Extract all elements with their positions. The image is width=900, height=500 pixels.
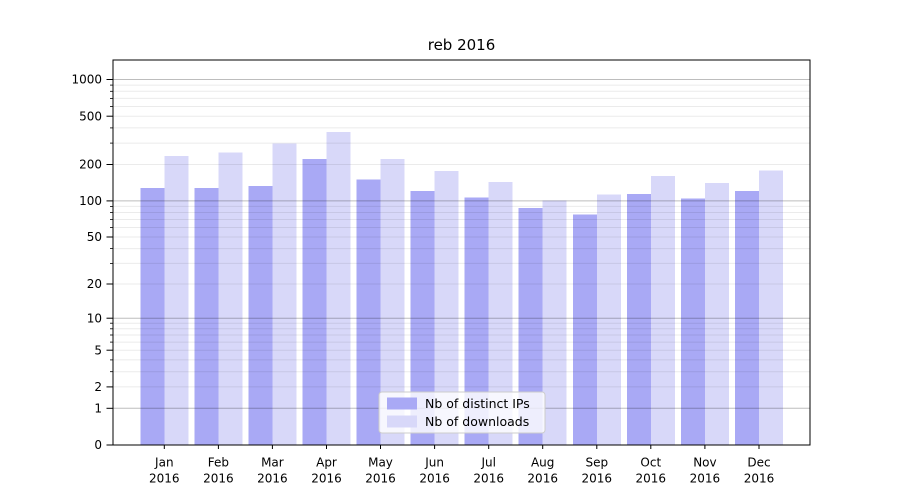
bar-may-distinct-ips [356,179,381,445]
y-tick-label: 10 [87,311,102,325]
y-tick-label: 20 [87,277,102,291]
grid-layer [113,79,810,409]
bar-jan-downloads [164,155,189,446]
x-tick-label-year: 2016 [419,472,450,486]
x-tick-label-month: Mar [261,456,284,470]
y-tick-label: 200 [79,158,102,172]
tick-labels-layer: 0 1 2 5 10 20 50 100 200 500 1000 Jan 2016 Feb 2016 Mar… [71,73,774,486]
x-tick-label-month: Dec [747,456,770,470]
bar-mar-distinct-ips [248,185,273,445]
y-tick-label: 500 [79,109,102,123]
axes-layer [106,59,811,449]
plot-border [112,59,811,446]
x-tick-label-month: Aug [531,456,554,470]
y-tick-label: 1000 [71,73,102,87]
bar-sep-distinct-ips [572,214,597,445]
bar-oct-downloads [650,175,675,445]
x-tick-label-year: 2016 [311,472,342,486]
bar-nov-distinct-ips [680,198,705,445]
y-tick-label: 5 [94,343,102,357]
bar-dec-downloads [759,170,783,445]
bar-apr-downloads [326,132,351,445]
y-tick-label: 2 [94,380,102,394]
bar-apr-distinct-ips [302,159,327,445]
bar-aug-downloads [542,200,567,445]
x-tick-label-year: 2016 [690,472,721,486]
bar-sep-downloads [596,194,621,445]
x-tick-label-month: May [368,456,393,470]
bar-jan-distinct-ips [140,187,165,445]
x-tick-label-year: 2016 [257,472,288,486]
x-tick-label-month: Jun [424,456,444,470]
x-tick-label-year: 2016 [203,472,234,486]
legend-box [378,391,546,434]
x-tick-label-month: Nov [693,456,716,470]
bar-feb-distinct-ips [194,187,219,445]
y-tick-label: 0 [94,438,102,452]
x-tick-label-month: Sep [585,456,608,470]
x-tick-label-month: Oct [640,456,661,470]
x-tick-label-year: 2016 [582,472,613,486]
bar-dec-distinct-ips [735,190,759,445]
legend: Nb of distinct IPs Nb of downloads [378,391,546,434]
bar-oct-distinct-ips [626,194,651,445]
x-tick-label-month: Jul [480,456,495,470]
y-tick-label: 50 [87,230,102,244]
x-tick-label-year: 2016 [527,472,558,486]
x-tick-label-year: 2016 [149,472,180,486]
bar-mar-downloads [272,143,297,445]
y-tick-label: 100 [79,194,102,208]
legend-label-downloads: Nb of downloads [425,414,529,429]
x-tick-label-month: Feb [208,456,229,470]
legend-swatch-distinct-ips [387,397,417,410]
y-tick-label: 1 [94,402,102,416]
x-tick-label-year: 2016 [365,472,396,486]
x-tick-label-year: 2016 [473,472,504,486]
bar-feb-downloads [218,152,243,445]
x-tick-label-year: 2016 [636,472,667,486]
legend-label-distinct-ips: Nb of distinct IPs [425,396,530,411]
x-tick-label-month: Jan [154,456,174,470]
x-tick-label-month: Apr [316,456,337,470]
x-tick-label-year: 2016 [744,472,775,486]
bar-nov-downloads [704,182,729,445]
legend-swatch-downloads [387,415,417,428]
chart-title: reb 2016 [428,36,496,54]
